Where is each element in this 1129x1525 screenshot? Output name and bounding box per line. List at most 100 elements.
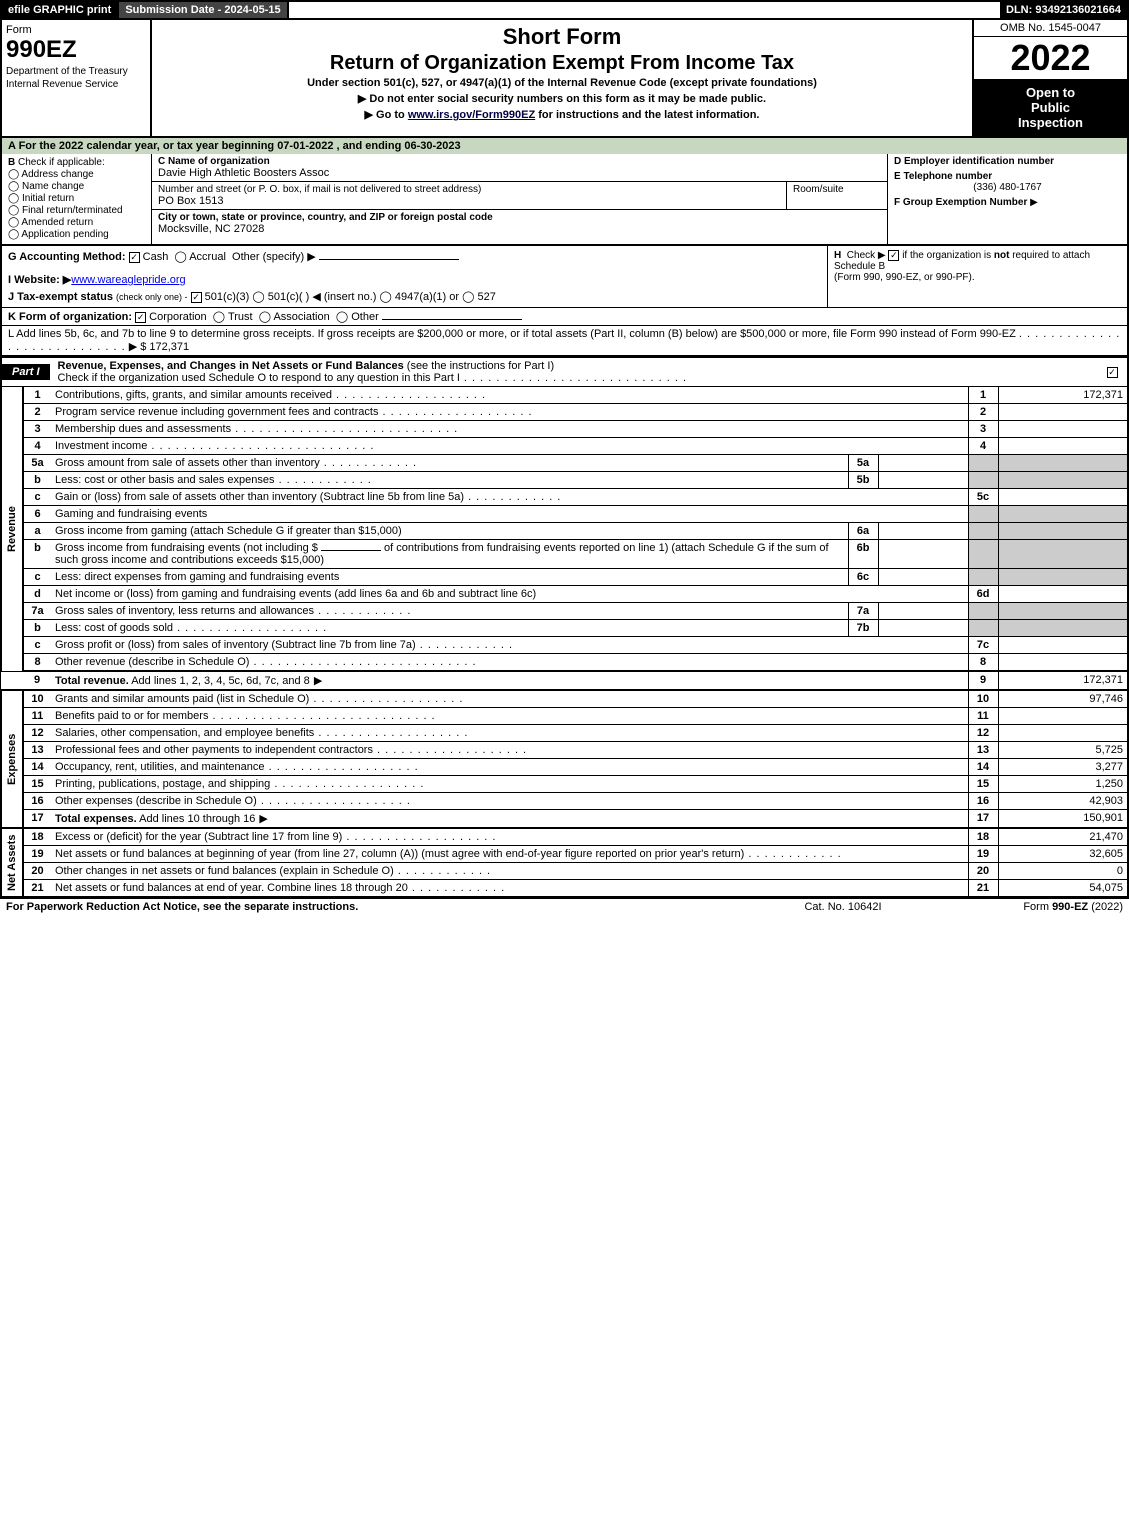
website-link[interactable]: www.wareaglepride.org: [71, 274, 185, 286]
line-5a-col: [968, 455, 998, 472]
line-8-num: 8: [23, 654, 51, 672]
line-2-num: 2: [23, 404, 51, 421]
line-5c-desc: Gain or (loss) from sale of assets other…: [51, 489, 968, 506]
chk-amended-return-label: Amended return: [21, 217, 93, 228]
line-5b-col: [968, 472, 998, 489]
line-6-desc: Gaming and fundraising events: [51, 506, 968, 523]
omb-number: OMB No. 1545-0047: [974, 20, 1127, 37]
form-header: Form 990EZ Department of the Treasury In…: [0, 20, 1129, 138]
efile-label: efile GRAPHIC print: [2, 2, 117, 18]
dots: [342, 831, 496, 843]
line-7a-mini: 7a: [848, 603, 878, 620]
line-1-num: 1: [23, 387, 51, 404]
side-netassets: Net Assets: [1, 828, 23, 897]
line-16-desc: Other expenses (describe in Schedule O): [51, 793, 968, 810]
line-7b-num: b: [23, 620, 51, 637]
line-11-desc: Benefits paid to or for members: [51, 708, 968, 725]
line-5b-minival: [878, 472, 968, 489]
line-10-col: 10: [968, 690, 998, 708]
other-org-line[interactable]: [382, 319, 522, 320]
section-a: A For the 2022 calendar year, or tax yea…: [0, 138, 1129, 154]
footer-right: Form 990-EZ (2022): [943, 901, 1123, 913]
line-6d-col: 6d: [968, 586, 998, 603]
line-3-text: Membership dues and assessments: [55, 423, 231, 435]
line-21-desc: Net assets or fund balances at end of ye…: [51, 880, 968, 898]
efile-graphic: GRAPHIC: [33, 4, 84, 16]
group-exemption-label: F Group Exemption Number: [894, 197, 1027, 208]
chk-application-pending[interactable]: ◯ Application pending: [8, 229, 145, 240]
year-block: OMB No. 1545-0047 2022 Open to Public In…: [972, 20, 1127, 136]
chk-name-change[interactable]: ◯ Name change: [8, 181, 145, 192]
line-12-text: Salaries, other compensation, and employ…: [55, 727, 314, 739]
line-19-num: 19: [23, 846, 51, 863]
dots: [314, 727, 468, 739]
chk-final-return[interactable]: ◯ Final return/terminated: [8, 205, 145, 216]
line-6a-val: [998, 523, 1128, 540]
line-7b-desc: Less: cost of goods sold: [51, 620, 848, 637]
line-11-num: 11: [23, 708, 51, 725]
line-16-val: 42,903: [998, 793, 1128, 810]
corporation-label: Corporation: [149, 311, 206, 323]
line-7b-minival: [878, 620, 968, 637]
chk-amended-return[interactable]: ◯ Amended return: [8, 217, 145, 228]
top-bar: efile GRAPHIC print Submission Date - 20…: [0, 0, 1129, 20]
line-6b-blank[interactable]: [321, 550, 381, 551]
line-16-num: 16: [23, 793, 51, 810]
chk-schedule-o[interactable]: [1107, 367, 1118, 378]
line-6c-col: [968, 569, 998, 586]
dots: [257, 795, 411, 807]
city-cell: City or town, state or province, country…: [152, 210, 887, 237]
dots: [208, 710, 435, 722]
dots: [378, 406, 532, 418]
line-13-desc: Professional fees and other payments to …: [51, 742, 968, 759]
line-7b-val: [998, 620, 1128, 637]
ein-label: D Employer identification number: [894, 156, 1054, 167]
chk-corporation[interactable]: [135, 312, 146, 323]
irs-link[interactable]: www.irs.gov/Form990EZ: [408, 109, 535, 121]
line-6b-col: [968, 540, 998, 569]
line-6c-num: c: [23, 569, 51, 586]
chk-address-change[interactable]: ◯ Address change: [8, 169, 145, 180]
line-8-desc: Other revenue (describe in Schedule O): [51, 654, 968, 672]
chk-cash[interactable]: [129, 252, 140, 263]
line-5c-val: [998, 489, 1128, 506]
dots: [314, 605, 411, 617]
section-g: G Accounting Method: Cash ◯ Accrual Othe…: [2, 246, 827, 307]
line-3-num: 3: [23, 421, 51, 438]
section-b-label: Check if applicable:: [18, 157, 105, 168]
line-6-num: 6: [23, 506, 51, 523]
dots: [332, 389, 486, 401]
dots: [173, 622, 327, 634]
chk-schedule-b[interactable]: [888, 250, 899, 261]
line-10-text: Grants and similar amounts paid (list in…: [55, 693, 309, 705]
line-9-num: 9: [23, 671, 51, 690]
other-specify-line[interactable]: [319, 259, 459, 260]
chk-initial-return[interactable]: ◯ Initial return: [8, 193, 145, 204]
line-15-num: 15: [23, 776, 51, 793]
section-i: I Website: ▶www.wareaglepride.org: [8, 273, 821, 286]
dots: [320, 457, 417, 469]
part-1-subtitle: Check if the organization used Schedule …: [58, 372, 460, 384]
dots: [275, 474, 372, 486]
chk-501c3[interactable]: [191, 292, 202, 303]
dots: [309, 693, 463, 705]
line-6a-desc: Gross income from gaming (attach Schedul…: [51, 523, 848, 540]
line-3-col: 3: [968, 421, 998, 438]
chk-name-change-label: Name change: [22, 181, 84, 192]
org-name: Davie High Athletic Boosters Assoc: [158, 167, 881, 179]
city: Mocksville, NC 27028: [158, 223, 881, 235]
line-10-desc: Grants and similar amounts paid (list in…: [51, 690, 968, 708]
line-2-val: [998, 404, 1128, 421]
line-7c-col: 7c: [968, 637, 998, 654]
line-5a-val: [998, 455, 1128, 472]
line-11-text: Benefits paid to or for members: [55, 710, 208, 722]
line-20-text: Other changes in net assets or fund bala…: [55, 865, 394, 877]
section-h: H Check ▶ if the organization is not req…: [827, 246, 1127, 307]
association-label: Association: [273, 311, 329, 323]
line-4-text: Investment income: [55, 440, 147, 452]
line-3-desc: Membership dues and assessments: [51, 421, 968, 438]
dln: DLN: 93492136021664: [1000, 2, 1127, 18]
section-e: E Telephone number (336) 480-1767: [888, 169, 1127, 195]
line-21-num: 21: [23, 880, 51, 898]
section-j: J Tax-exempt status (check only one) - 5…: [8, 290, 821, 303]
